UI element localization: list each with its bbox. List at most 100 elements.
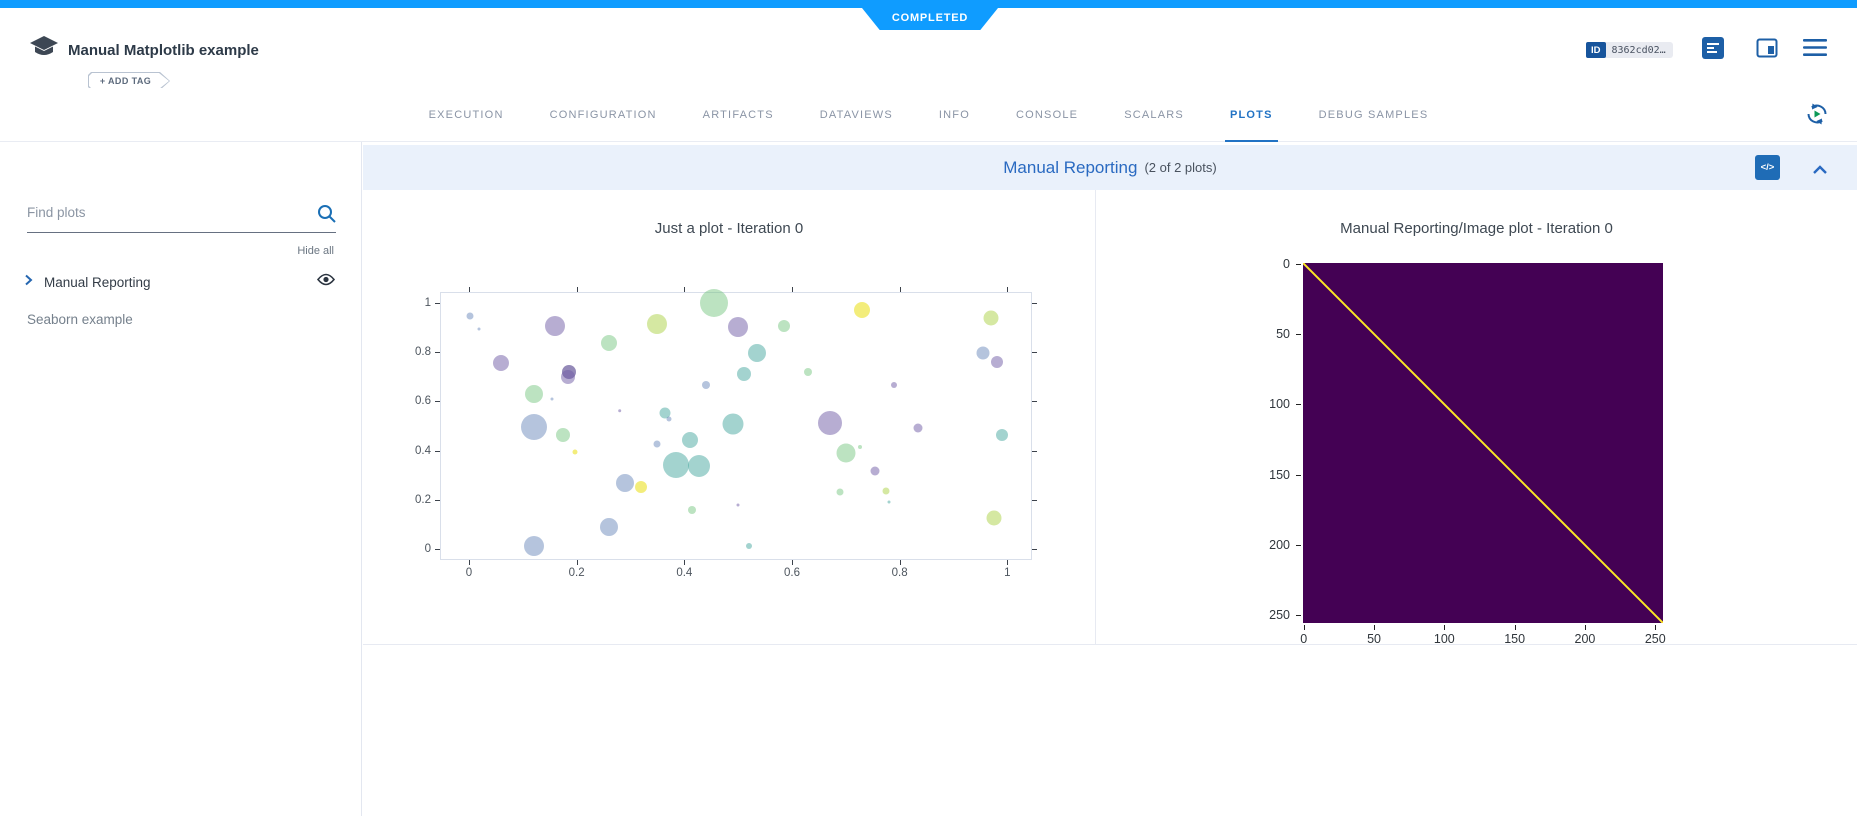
comment-icon [1702, 36, 1724, 64]
scatter-point [524, 384, 543, 403]
heatmap-x-tick-label: 0 [1300, 632, 1308, 646]
x-tick-label: 0.8 [891, 567, 908, 579]
sidebar-item-seaborn-example[interactable]: Seaborn example [27, 312, 133, 327]
x-tick-label: 0.2 [568, 567, 585, 579]
heatmap-y-tick-label: 200 [1269, 537, 1290, 552]
x-tick-mark [684, 287, 686, 292]
embed-code-button[interactable]: </> [1755, 155, 1780, 180]
tab-execution[interactable]: EXECUTION [428, 108, 504, 121]
y-tick-label: 0.6 [415, 395, 431, 408]
scatter-point [550, 397, 554, 401]
x-tick-mark [1007, 560, 1009, 565]
scatter-point [995, 428, 1008, 441]
scatter-plot-title: Just a plot - Iteration 0 [654, 220, 804, 237]
scatter-point [891, 382, 898, 389]
y-tick-label: 1 [424, 296, 431, 309]
tab-console[interactable]: CONSOLE [1015, 108, 1079, 121]
plots-main-area: Manual Reporting (2 of 2 plots) </> Just… [363, 142, 1857, 816]
scatter-point [687, 454, 710, 477]
visibility-eye-icon[interactable] [316, 273, 336, 291]
y-tick-label: 0.2 [415, 493, 431, 506]
y-tick-mark [435, 450, 440, 452]
add-tag-label: + ADD TAG [99, 76, 152, 86]
side-panel-icon [1756, 37, 1778, 64]
y-tick-mark [1032, 450, 1037, 452]
heatmap-plot-title: Manual Reporting/Image plot - Iteration … [1340, 220, 1613, 237]
scatter-point [556, 427, 571, 442]
chevron-up-icon [1812, 162, 1828, 179]
scatter-point [983, 310, 999, 326]
x-tick-mark [468, 287, 470, 292]
sidebar-item-manual-reporting[interactable]: Manual Reporting [22, 270, 336, 294]
group-header-bar: Manual Reporting (2 of 2 plots) </> [363, 145, 1857, 190]
tab-artifacts[interactable]: ARTIFACTS [702, 108, 774, 121]
y-tick-label: 0.4 [415, 444, 431, 457]
chevron-right-icon[interactable] [22, 273, 34, 291]
collapse-group-button[interactable] [1812, 162, 1828, 180]
search-icon[interactable] [317, 204, 336, 228]
tab-info[interactable]: INFO [938, 108, 970, 121]
heatmap-x-tick-mark [1655, 625, 1657, 630]
heatmap-x-tick-label: 250 [1644, 632, 1666, 646]
sidebar-item-label: Manual Reporting [44, 274, 151, 290]
tab-scalars[interactable]: SCALARS [1124, 108, 1184, 121]
heatmap-diagonal [1303, 263, 1663, 623]
scatter-point [736, 503, 740, 507]
scatter-point [520, 413, 547, 440]
tab-plots[interactable]: PLOTS [1207, 88, 1296, 142]
scatter-point [666, 416, 672, 422]
comment-button[interactable] [1701, 36, 1725, 64]
auto-refresh-button[interactable] [1805, 102, 1829, 126]
id-label: ID [1586, 42, 1606, 58]
experiment-id-chip[interactable]: ID 8362cd02… [1586, 42, 1673, 58]
top-status-bar [0, 0, 1857, 8]
x-tick-mark [576, 287, 578, 292]
scatter-point [736, 367, 751, 382]
heatmap-y-tick-mark [1296, 263, 1301, 265]
scatter-point [616, 474, 635, 493]
scatter-point [688, 506, 697, 515]
scatter-point [976, 346, 990, 360]
scatter-point [747, 344, 766, 363]
heatmap-x-tick-label: 200 [1574, 632, 1596, 646]
scatter-point [659, 407, 671, 419]
scatter-plot-area[interactable]: 0 0.2 0.4 0.6 0.8 1 0 0.2 0.4 0.6 0.8 1 [415, 287, 1037, 579]
side-panel-toggle[interactable] [1755, 38, 1779, 62]
scatter-point [887, 500, 891, 504]
scatter-point [853, 301, 870, 318]
scatter-point [722, 413, 744, 435]
menu-button[interactable] [1803, 38, 1827, 62]
scatter-point [728, 316, 749, 337]
hamburger-menu-icon [1803, 38, 1827, 62]
tab-debug-samples[interactable]: DEBUG SAMPLES [1318, 108, 1429, 121]
scatter-point [745, 542, 752, 549]
heatmap-x-tick-label: 150 [1504, 632, 1526, 646]
scatter-point [817, 410, 842, 435]
scatter-point [986, 510, 1002, 526]
y-tick-mark [435, 499, 440, 501]
scatter-point [477, 327, 481, 331]
group-title: Manual Reporting [1003, 157, 1138, 177]
heatmap-y-tick-mark [1296, 334, 1301, 336]
auto-refresh-icon [1805, 103, 1829, 130]
scatter-point [466, 312, 474, 320]
x-tick-label: 0.6 [783, 567, 800, 579]
add-tag-button[interactable]: + ADD TAG [88, 72, 170, 90]
heatmap-y-tick-label: 150 [1269, 467, 1290, 482]
x-tick-label: 0 [465, 567, 473, 579]
y-tick-mark [1032, 401, 1037, 403]
hide-all-link[interactable]: Hide all [297, 245, 334, 257]
x-tick-mark [791, 560, 793, 565]
experiment-type-icon [30, 36, 58, 65]
heatmap-x-tick-label: 100 [1433, 632, 1455, 646]
search-input[interactable] [27, 205, 305, 220]
heatmap-image[interactable]: 0 50 100 150 200 250 0 50 100 150 200 250 [1269, 257, 1666, 646]
tab-bar: EXECUTION CONFIGURATION ARTIFACTS DATAVI… [0, 88, 1857, 142]
scatter-point [545, 316, 566, 337]
tab-dataviews[interactable]: DATAVIEWS [819, 108, 893, 121]
y-tick-mark [435, 352, 440, 354]
tab-configuration[interactable]: CONFIGURATION [549, 108, 657, 121]
scatter-point [882, 487, 890, 495]
plot-search [27, 204, 336, 233]
